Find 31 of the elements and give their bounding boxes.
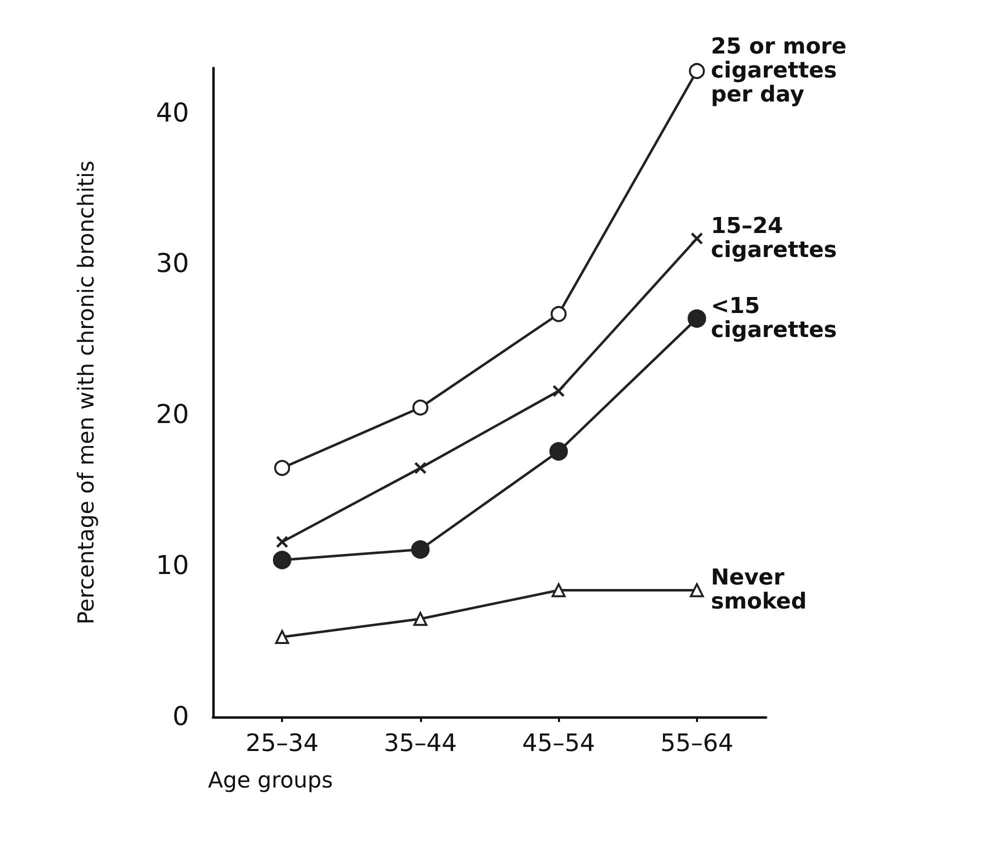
point — [550, 306, 567, 322]
y-tick-label: 40 — [156, 98, 189, 128]
point — [688, 63, 705, 80]
point — [552, 384, 565, 398]
series-label: <15 cigarettes — [710, 294, 837, 344]
x-tick-label: 25–34 — [246, 729, 319, 757]
point — [275, 630, 290, 644]
y-tick-label: 10 — [156, 551, 189, 582]
series-label: 15–24 cigarettes — [710, 214, 837, 264]
point — [272, 550, 292, 570]
point — [690, 583, 704, 598]
point — [412, 400, 428, 416]
series-label: 25 or more cigarettes per day — [710, 34, 847, 108]
point — [552, 583, 566, 598]
point — [411, 540, 430, 559]
point — [413, 612, 428, 626]
point — [688, 309, 706, 328]
x-tick-label: 45–54 — [522, 729, 596, 757]
x-tick-label: 35–44 — [384, 729, 457, 757]
y-axis-title: Percentage of men with chronic bronchitis — [74, 160, 100, 625]
point — [414, 462, 427, 474]
y-tick-label: 20 — [156, 400, 189, 430]
point — [274, 460, 290, 476]
point — [276, 536, 288, 548]
point — [549, 442, 568, 461]
x-axis-title: Age groups — [208, 768, 333, 794]
point — [690, 232, 704, 245]
series-label: Never smoked — [710, 566, 807, 615]
y-tick-label: 30 — [156, 249, 189, 280]
x-tick-label: 55–64 — [660, 729, 734, 757]
y-tick-label: 0 — [172, 702, 189, 732]
